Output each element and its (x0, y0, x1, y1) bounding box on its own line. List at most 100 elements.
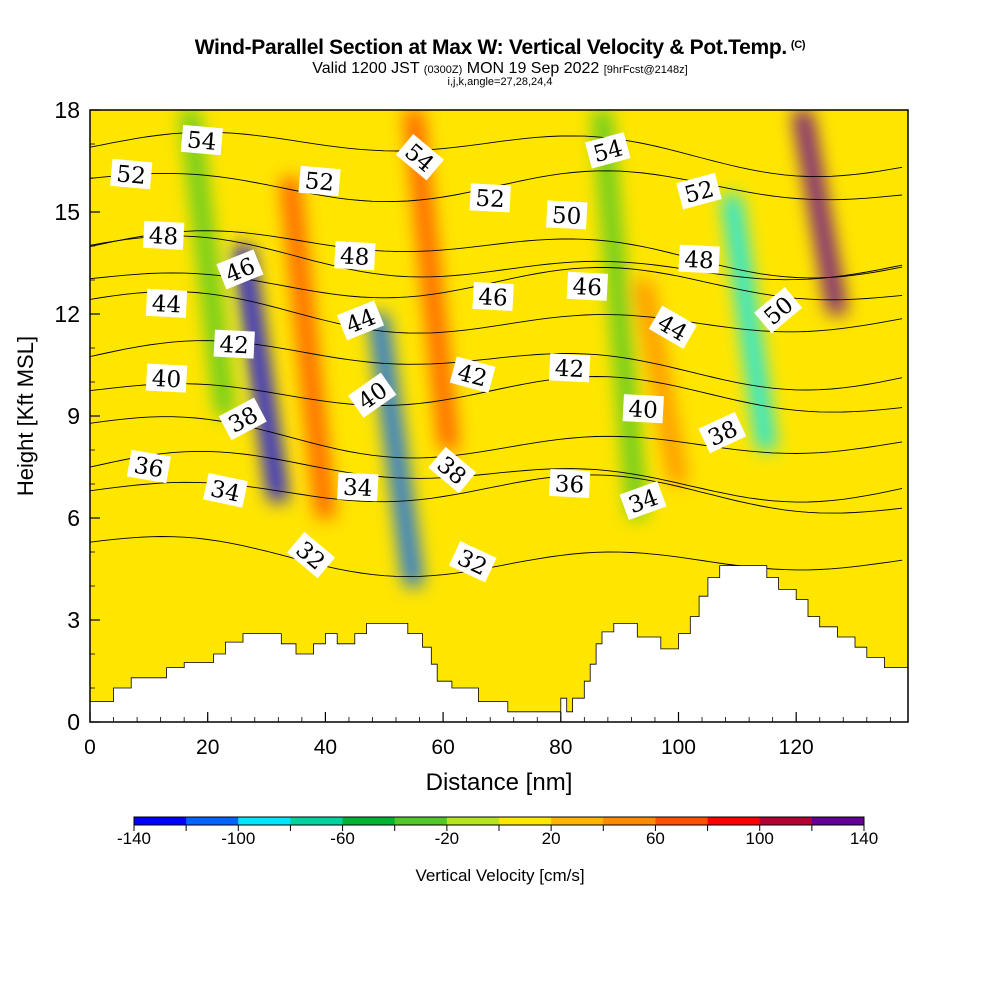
title-main: Wind-Parallel Section at Max W: Vertical… (194, 36, 788, 59)
theta-label-27: 36 (548, 468, 591, 499)
theta-label-text: 44 (151, 291, 182, 318)
forecast-info: [9hrFcst@2148z] (603, 64, 688, 76)
theta-label-19: 52 (469, 183, 511, 213)
chart-subtitle: Valid 1200 JST (0300Z) MON 19 Sep 2022 [… (0, 60, 1000, 78)
theta-label-text: 36 (132, 453, 165, 484)
colorbar-tick-label: 20 (542, 829, 561, 848)
colorbar-swatch (551, 817, 604, 825)
velocity-core-5 (404, 110, 459, 450)
theta-label-26: 42 (548, 353, 591, 383)
colorbar-tick-label: 100 (746, 829, 774, 848)
velocity-core-4 (280, 178, 335, 518)
velocity-core-3 (722, 195, 777, 450)
colorbar-swatch (655, 817, 709, 825)
theta-label-28: 40 (622, 394, 664, 424)
y-tick-label: 15 (54, 199, 80, 225)
theta-label-25: 46 (566, 271, 609, 302)
x-tick-label: 60 (431, 736, 454, 759)
theta-label-10: 34 (203, 472, 248, 508)
colorbar-swatch (811, 817, 865, 825)
theta-label-text: 52 (475, 186, 506, 213)
colorbar-swatch (394, 817, 448, 825)
theta-label-1: 52 (110, 158, 153, 190)
colorbar-swatch (186, 817, 239, 825)
theta-label-4: 44 (145, 288, 188, 319)
colorbar-swatch (499, 817, 552, 825)
theta-contour-50 (90, 235, 903, 281)
theta-label-text: 54 (186, 127, 217, 155)
theta-label-6: 36 (126, 449, 171, 484)
velocity-core-6 (792, 110, 847, 314)
theta-label-text: 36 (554, 471, 585, 498)
theta-label-text: 34 (208, 476, 242, 508)
x-tick-label: 40 (314, 736, 337, 759)
copyright-mark: (C) (790, 39, 806, 51)
theta-label-3: 48 (142, 220, 185, 251)
theta-label-text: 48 (339, 243, 370, 270)
theta-label-text: 34 (342, 475, 373, 502)
x-tick-label: 120 (779, 736, 814, 759)
theta-label-text: 40 (628, 396, 659, 423)
valid-date: MON 19 Sep 2022 (466, 60, 600, 77)
theta-label-5: 40 (145, 363, 188, 393)
velocity-core-7 (633, 280, 688, 484)
y-tick-label: 6 (67, 505, 80, 531)
velocity-core-1 (233, 246, 288, 501)
potential-temperature-labels: 5254484440364642383452484440343254385246… (110, 124, 803, 583)
theta-label-text: 50 (551, 203, 582, 230)
x-tick-label: 80 (549, 736, 572, 759)
colorbar-tick-label: -20 (435, 829, 460, 848)
theta-label-2: 54 (180, 124, 223, 156)
theta-label-32: 48 (678, 244, 720, 274)
colorbar-label: Vertical Velocity [cm/s] (415, 866, 584, 885)
colorbar-swatch (707, 817, 761, 825)
colorbar-tick-label: -60 (330, 829, 355, 848)
colorbar-tick-label: -100 (221, 829, 255, 848)
theta-label-text: 52 (115, 161, 146, 189)
grid-indices: i,j,k,angle=27,28,24,4 (447, 76, 553, 88)
theta-contour-40 (90, 376, 903, 413)
valid-time: Valid 1200 JST (312, 60, 420, 77)
y-tick-label: 9 (67, 403, 80, 429)
theta-label-text: 46 (478, 284, 509, 311)
y-tick-label: 3 (67, 607, 80, 633)
y-tick-label: 18 (54, 97, 80, 123)
terrain-mask (89, 565, 909, 723)
x-axis-title: Distance [nm] (426, 769, 573, 796)
colorbar-tick-label: 60 (646, 829, 665, 848)
x-tick-label: 0 (84, 736, 96, 759)
theta-label-text: 48 (684, 247, 715, 274)
theta-label-15: 34 (337, 472, 379, 502)
theta-label-text: 42 (219, 332, 250, 359)
colorbar: -140 -100 -60 -20 20 60 100 140 (117, 816, 878, 848)
theta-label-30: 44 (648, 305, 697, 349)
theta-label-20: 46 (472, 281, 514, 312)
theta-label-12: 48 (334, 241, 376, 271)
theta-label-text: 40 (151, 366, 182, 393)
x-tick-label: 100 (661, 736, 696, 759)
colorbar-swatch (759, 817, 813, 825)
x-tick-label: 20 (196, 736, 219, 759)
colorbar-swatch (446, 817, 500, 825)
y-tick-label: 12 (54, 301, 80, 327)
theta-label-11: 52 (298, 165, 341, 197)
colorbar-swatch (134, 817, 187, 825)
colorbar-swatch (238, 817, 291, 825)
colorbar-swatch (603, 817, 656, 825)
theta-label-text: 48 (148, 223, 179, 250)
colorbar-tick-label: 140 (850, 829, 878, 848)
theta-label-29: 34 (619, 481, 667, 521)
theta-contour-48 (90, 230, 903, 279)
y-axis-title: Height [Kft MSL] (13, 336, 38, 496)
y-tick-label: 0 (67, 709, 80, 735)
colorbar-swatch (342, 817, 396, 825)
theta-label-23: 50 (546, 200, 588, 230)
theta-contour-54 (90, 131, 903, 178)
colorbar-swatch (290, 817, 344, 825)
theta-label-text: 42 (554, 356, 585, 383)
theta-contour-36 (90, 450, 903, 503)
colorbar-tick-label: -140 (117, 829, 151, 848)
theta-label-8: 42 (213, 329, 255, 359)
